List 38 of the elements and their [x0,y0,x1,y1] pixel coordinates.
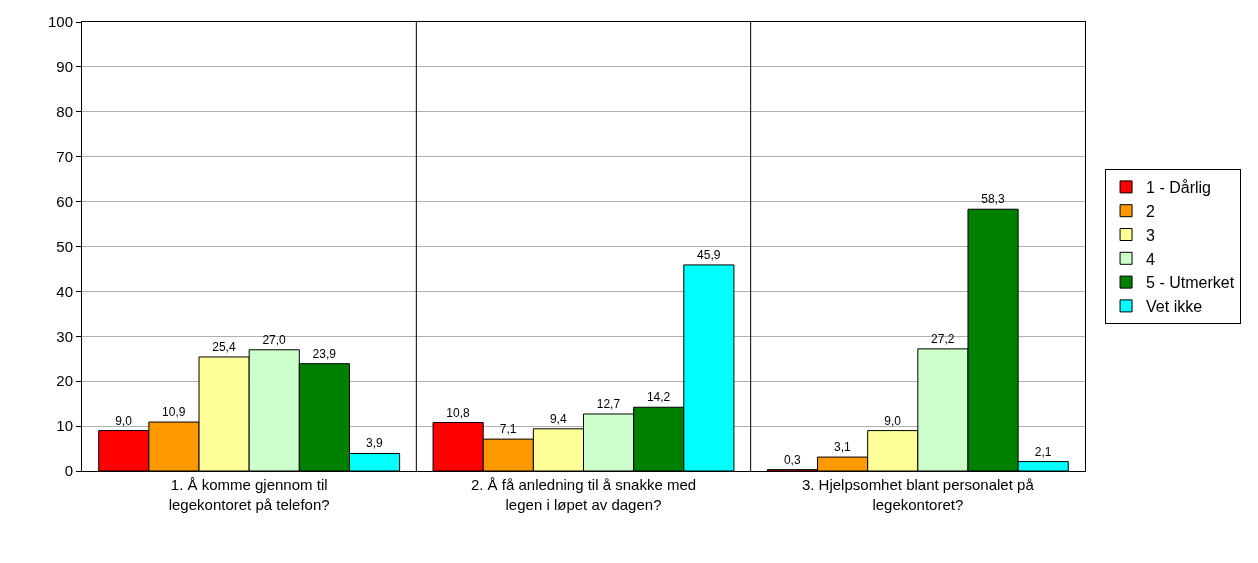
y-tick-label: 70 [56,147,73,165]
y-tick-label: 100 [47,13,73,31]
data-label: 9,4 [549,411,567,426]
data-label: 7,1 [499,422,517,437]
data-label: 25,4 [212,339,236,354]
x-tick-label: 3. Hjelpsomhet blant personalet på legekontoret? [801,476,1035,513]
y-tick-label: 0 [64,462,73,480]
data-label: 23,9 [312,346,337,361]
legend-label: 3 [1146,226,1156,244]
data-label: 14,2 [646,390,671,405]
data-label: 9,0 [115,413,133,428]
data-label: 12,7 [596,396,621,411]
legend-label: 5 - Utmerket [1146,274,1235,292]
data-label: 10,8 [446,405,470,420]
y-tick-label: 50 [56,237,73,255]
y-tick-label: 40 [56,282,73,300]
data-label: 2,1 [1034,444,1052,459]
data-label: 3,9 [366,436,384,451]
x-tick-label: 2. Å få anledning til å snakke med legen i løpet av dagen? [470,476,697,513]
x-tick-label: 1. Å komme gjennom til legekontoret på telefon? [168,476,330,513]
legend-label: 4 [1146,250,1156,268]
data-label: 27,2 [931,331,955,346]
y-tick-label: 60 [56,192,73,210]
data-label: 9,0 [884,413,902,428]
data-label: 45,9 [697,247,721,262]
legend-label: Vet ikke [1146,298,1203,316]
data-label: 3,1 [834,440,852,455]
legend-label: 1 - Dårlig [1146,179,1211,197]
data-label: 10,9 [162,405,186,420]
data-label: 0,3 [783,452,801,467]
y-tick-label: 20 [56,372,73,390]
y-tick-label: 80 [56,103,73,121]
data-label: 27,0 [262,332,287,347]
y-tick-label: 90 [56,58,73,76]
y-tick-label: 10 [56,417,73,435]
data-label: 58,3 [981,192,1005,207]
y-tick-label: 30 [56,327,73,345]
legend-label: 2 [1146,202,1156,220]
